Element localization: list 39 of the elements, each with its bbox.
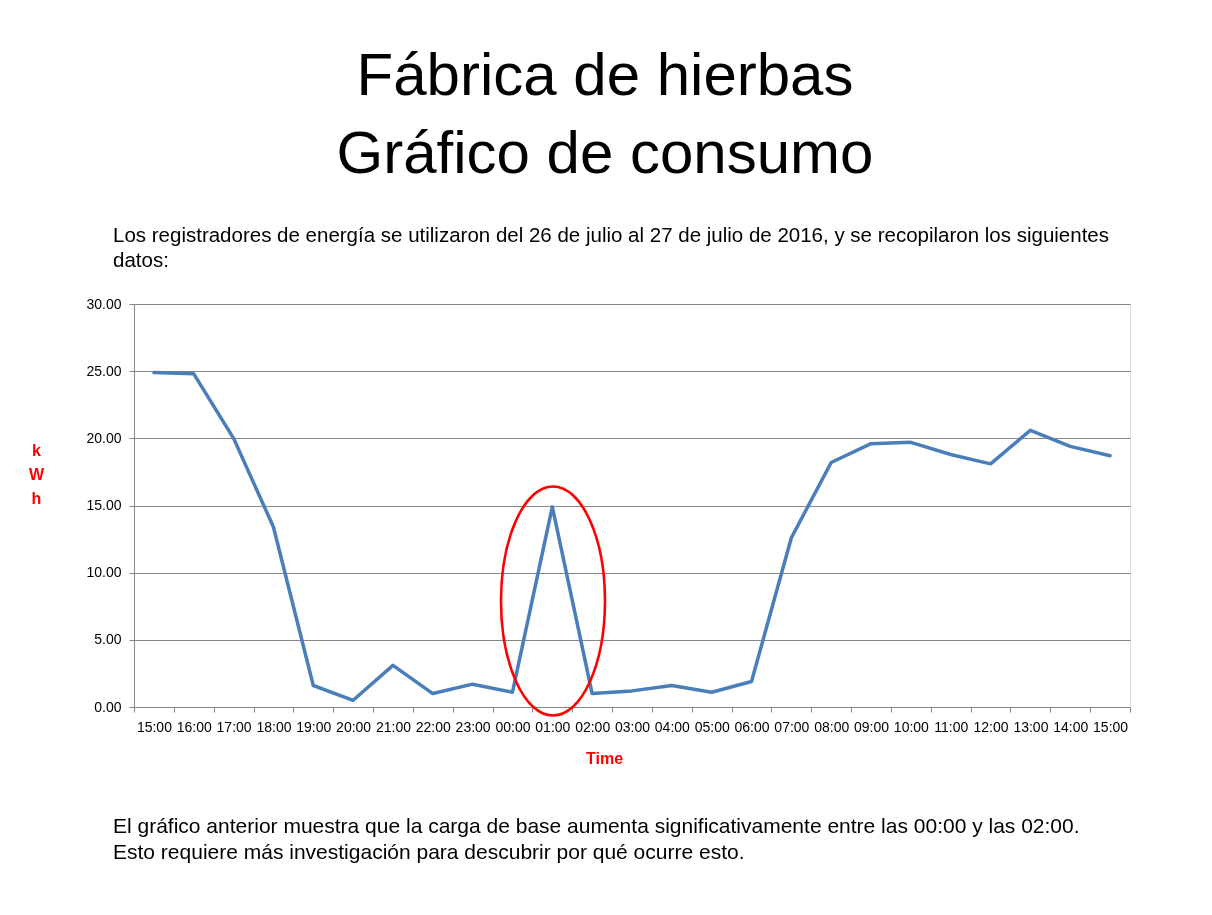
x-tick-label: 20:00 bbox=[336, 718, 372, 735]
x-tick-label: 08:00 bbox=[814, 718, 850, 735]
chart-subtitle: Los registradores de energía se utilizaron del 26 de julio al 27 de julio de 2016, y se recopilaron los siguientes datos: bbox=[113, 223, 1110, 271]
x-tick-label: 21:00 bbox=[375, 718, 412, 735]
y-axis-title: kWh bbox=[28, 441, 45, 507]
x-tick-label: 05:00 bbox=[694, 718, 730, 735]
x-tick-label: 23:00 bbox=[455, 718, 491, 735]
y-tick-label: 25.00 bbox=[86, 362, 122, 379]
x-tick-label: 19:00 bbox=[296, 718, 332, 735]
x-tick-label: 15:00 bbox=[136, 718, 173, 735]
y-tick-label: 15.00 bbox=[86, 497, 122, 513]
x-tick-label: 02:00 bbox=[575, 718, 611, 735]
x-tick-label: 00:00 bbox=[495, 718, 531, 735]
x-tick-label: 09:00 bbox=[854, 718, 890, 735]
x-tick-label: 17:00 bbox=[216, 718, 252, 735]
x-tick-label: 10:00 bbox=[893, 718, 930, 735]
x-tick-label: 13:00 bbox=[1013, 718, 1049, 735]
x-tick-label: 07:00 bbox=[774, 718, 810, 735]
x-tick-label: 14:00 bbox=[1053, 718, 1089, 735]
x-tick-label: 01:00 bbox=[535, 718, 571, 735]
x-tick-label: 18:00 bbox=[256, 718, 292, 735]
x-tick-label: 12:00 bbox=[973, 718, 1009, 735]
x-tick-label: 22:00 bbox=[415, 718, 452, 735]
y-tick-label: 5.00 bbox=[94, 631, 122, 648]
y-tick-label: 20.00 bbox=[86, 429, 122, 446]
x-tick-label: 16:00 bbox=[176, 718, 212, 735]
text: El gráfico anterior muestra que la carga de base aumenta significativamente entre las 00:00 y las 02:00. bbox=[113, 814, 1080, 837]
x-axis-title: Time bbox=[585, 749, 624, 767]
text: Esto requiere más investigación para descubrir por qué ocurre esto. bbox=[113, 840, 745, 863]
y-tick-label: 30.00 bbox=[86, 295, 122, 312]
x-tick-label: 06:00 bbox=[734, 718, 770, 735]
x-tick-label: 03:00 bbox=[614, 718, 651, 735]
x-tick-label: 11:00 bbox=[934, 718, 969, 735]
y-tick-label: 10.00 bbox=[86, 564, 122, 581]
x-tick-label: 04:00 bbox=[654, 718, 691, 735]
chart-title: Fábrica de hierbas Gráfico de consumo bbox=[336, 41, 874, 186]
y-tick-label: 0.00 bbox=[94, 698, 122, 715]
line-series bbox=[152, 370, 1112, 703]
x-tick-label: 15:00 bbox=[1093, 718, 1129, 735]
